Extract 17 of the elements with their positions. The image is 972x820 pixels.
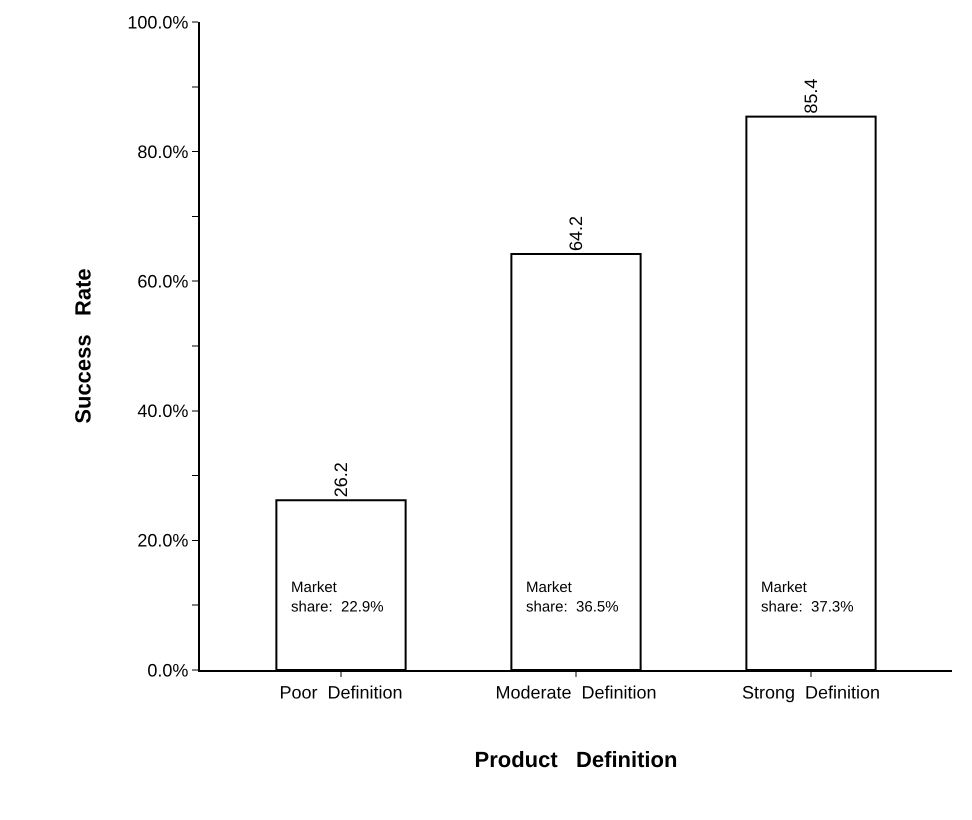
y-tick-label: 40.0% — [137, 401, 188, 422]
annotation: Market share: 37.3% — [761, 579, 854, 616]
y-axis-title: Success Rate — [70, 268, 96, 424]
y-tick-label: 60.0% — [137, 272, 188, 292]
y-tick-label: 0.0% — [147, 660, 188, 680]
y-tick-label: 100.0% — [127, 12, 188, 32]
data-label: 85.4 — [801, 78, 822, 114]
x-tick-label: Moderate Definition — [495, 682, 657, 703]
y-tick-label: 20.0% — [137, 530, 188, 551]
data-label: 26.2 — [331, 462, 352, 498]
y-tick-label: 80.0% — [137, 142, 188, 162]
annotation: Market share: 22.9% — [291, 579, 384, 616]
x-tick-label: Strong Definition — [742, 682, 880, 703]
x-tick-label: Poor Definition — [279, 682, 403, 703]
data-label: 64.2 — [566, 216, 586, 251]
annotation: Market share: 36.5% — [526, 579, 619, 616]
x-axis-title: Product Definition — [474, 747, 678, 772]
